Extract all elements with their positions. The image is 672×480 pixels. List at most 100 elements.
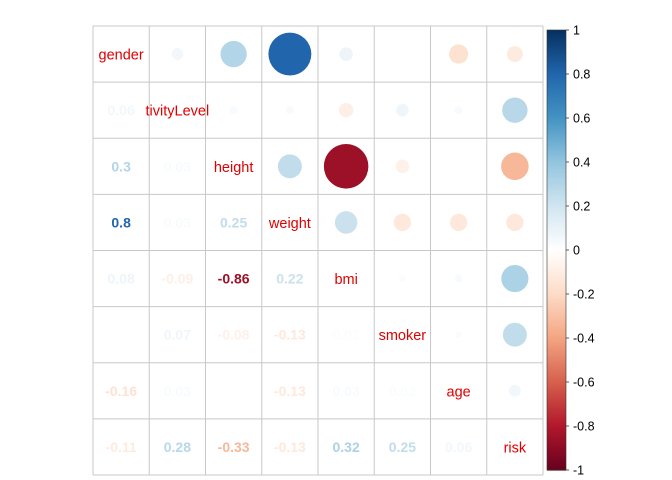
colorbar-tick-label: 0.8 <box>573 68 590 82</box>
colorbar-segment <box>547 126 566 130</box>
colorbar-segment <box>547 445 566 449</box>
colorbar-segment <box>547 78 566 82</box>
colorbar-segment <box>547 459 566 462</box>
colorbar-segment <box>547 448 566 451</box>
corr-circle-bmi-age <box>454 274 463 283</box>
corr-circle-gender-activityLevel <box>171 48 184 60</box>
colorbar-segment <box>547 254 566 258</box>
colorbar-segment <box>547 111 566 115</box>
colorbar-segment <box>547 390 566 394</box>
colorbar-segment <box>547 432 566 436</box>
colorbar-segment <box>547 58 566 62</box>
corr-circle-activityLevel-bmi <box>338 102 354 118</box>
colorbar-segment <box>547 230 566 233</box>
corr-circle-gender-weight <box>268 32 312 76</box>
colorbar-segment <box>547 291 566 295</box>
corr-value-bmi-weight: 0.22 <box>276 271 303 287</box>
corr-circle-gender-age <box>449 44 469 64</box>
colorbar-segment <box>547 124 566 128</box>
colorbar-segment <box>547 318 566 321</box>
corr-circle-activityLevel-weight <box>285 106 295 115</box>
colorbar-segment <box>547 206 566 209</box>
colorbar-segment <box>547 278 566 282</box>
colorbar-segment <box>547 102 566 106</box>
corr-value-risk-bmi: 0.32 <box>333 439 360 455</box>
colorbar-tick-label: 1 <box>573 24 580 38</box>
corr-value-weight-gender: 0.8 <box>111 214 131 230</box>
colorbar-segment <box>547 113 566 117</box>
colorbar-segment <box>547 454 566 458</box>
colorbar-segment <box>547 344 566 348</box>
colorbar-segment <box>547 184 566 187</box>
colorbar-segment <box>547 302 566 306</box>
colorbar-tick-label: -0.8 <box>573 420 595 434</box>
colorbar-tick-label: 0.6 <box>573 112 590 126</box>
colorbar-segment <box>547 362 566 365</box>
colorbar-segment <box>547 258 566 262</box>
colorbar-segment <box>547 120 566 123</box>
corr-circle-weight-risk <box>506 213 524 232</box>
colorbar-segment <box>547 346 566 350</box>
colorbar-segment <box>547 324 566 328</box>
colorbar-segment <box>547 322 566 326</box>
colorbar-segment <box>547 234 566 238</box>
colorbar-segment <box>547 159 566 163</box>
colorbar-segment <box>547 342 566 346</box>
corr-value-smoker-height: -0.08 <box>218 327 250 343</box>
colorbar-segment <box>547 423 566 427</box>
colorbar-segment <box>547 87 566 90</box>
colorbar-segment <box>547 151 566 154</box>
corr-circle-weight-smoker <box>393 213 412 232</box>
diagonal-label-activityLevel: tivityLevel <box>146 104 210 120</box>
diagonal-label-weight: weight <box>268 216 311 232</box>
colorbar-segment <box>547 157 566 161</box>
colorbar-segment <box>547 349 566 352</box>
colorbar-segment <box>547 386 566 390</box>
colorbar-segment <box>547 47 566 51</box>
colorbar-segment <box>547 122 566 126</box>
colorbar-segment <box>547 307 566 310</box>
colorbar-segment <box>547 228 566 231</box>
corr-value-age-gender: -0.16 <box>105 383 137 399</box>
colorbar-segment <box>547 109 566 112</box>
colorbar-segment <box>547 443 566 447</box>
colorbar-segment <box>547 252 566 255</box>
colorbar-segment <box>547 93 566 97</box>
colorbar-segment <box>547 379 566 383</box>
corr-circle-gender-risk <box>506 46 523 63</box>
colorbar-segment <box>547 89 566 93</box>
colorbar-segment <box>547 410 566 414</box>
colorbar-segment <box>547 305 566 308</box>
colorbar-segment <box>547 162 566 165</box>
colorbar-segment <box>547 412 566 416</box>
colorbar-segment <box>547 357 566 361</box>
colorbar-segment <box>547 74 566 77</box>
colorbar-segment <box>547 188 566 192</box>
colorbar-tick-label: 0 <box>573 244 580 258</box>
colorbar-segment <box>547 331 566 335</box>
colorbar-segment <box>547 118 566 121</box>
colorbar-segment <box>547 415 566 418</box>
colorbar-segment <box>547 133 566 137</box>
colorbar-segment <box>547 135 566 139</box>
colorbar-segment <box>547 170 566 174</box>
colorbar-segment <box>547 148 566 152</box>
colorbar-tick-label: -0.6 <box>573 376 595 390</box>
colorbar-segment <box>547 197 566 200</box>
colorbar-segment <box>547 450 566 453</box>
colorbar-segment <box>547 256 566 260</box>
corr-circle-height-bmi <box>323 144 369 189</box>
colorbar-segment <box>547 395 566 398</box>
corr-value-age-bmi: 0.03 <box>333 383 360 399</box>
colorbar-segment <box>547 221 566 225</box>
corr-value-age-weight: -0.13 <box>274 383 306 399</box>
corr-circle-gender-bmi <box>339 47 353 61</box>
colorbar: 1 0.8 0.6 0.4 0.2 0 -0.2 -0.4 -0.6 -0.8 -1 <box>546 24 595 478</box>
colorbar-segment <box>547 195 566 198</box>
colorbar-segment <box>547 399 566 403</box>
corr-value-risk-activityLevel: 0.28 <box>164 439 191 455</box>
corr-value-height-gender: 0.3 <box>111 158 131 174</box>
colorbar-segment <box>547 140 566 143</box>
colorbar-segment <box>547 335 566 339</box>
